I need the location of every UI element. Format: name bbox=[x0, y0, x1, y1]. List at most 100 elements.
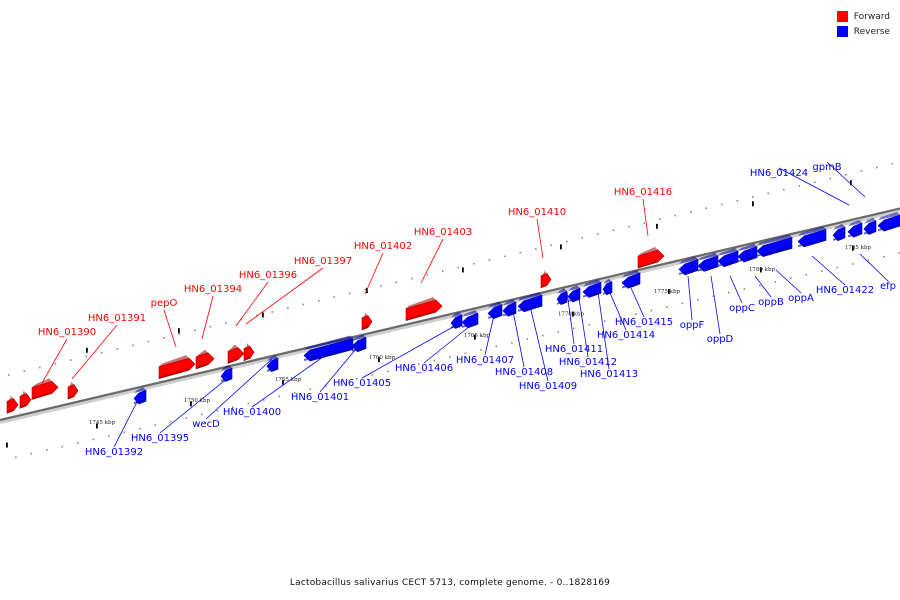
position-dot-lower bbox=[154, 424, 157, 426]
gene-features bbox=[6, 212, 900, 414]
position-dot-upper bbox=[271, 311, 274, 313]
backbone-line bbox=[0, 207, 900, 422]
position-dot-lower bbox=[883, 255, 885, 258]
position-dot-upper bbox=[209, 325, 212, 328]
reverse-leader-line bbox=[729, 275, 743, 304]
position-dot-lower bbox=[294, 392, 296, 394]
scale-dash-upper bbox=[656, 223, 658, 229]
forward-leader-line bbox=[642, 198, 649, 237]
legend-forward-label: Forward bbox=[853, 11, 890, 22]
reverse-gene-label: HN6_01407 bbox=[456, 355, 514, 366]
scale-dash-upper bbox=[850, 180, 852, 186]
position-dot-upper bbox=[411, 277, 413, 280]
position-dot-upper bbox=[101, 351, 103, 354]
forward-gene-label: HN6_01403 bbox=[414, 227, 472, 238]
position-dot-lower bbox=[123, 431, 126, 434]
reverse-gene bbox=[697, 252, 719, 272]
position-dot-upper bbox=[147, 340, 150, 343]
forward-gene-label: pepO bbox=[151, 298, 178, 309]
reverse-gene bbox=[602, 278, 613, 296]
forward-leader-line bbox=[420, 238, 444, 284]
reverse-gene-label: HN6_01400 bbox=[223, 407, 281, 418]
scale-dash-lower bbox=[190, 401, 192, 407]
scale-dash-upper bbox=[262, 312, 264, 318]
position-dot-lower bbox=[526, 338, 529, 340]
position-dot-lower bbox=[46, 449, 48, 451]
reverse-gene-label: HN6_01406 bbox=[395, 363, 453, 374]
position-dot-lower bbox=[61, 445, 64, 448]
position-dot-lower bbox=[433, 359, 436, 362]
forward-gene bbox=[6, 395, 19, 414]
axis-tick-label: 1780 kbp bbox=[749, 267, 776, 273]
reverse-leader-line bbox=[687, 275, 693, 321]
reverse-gene bbox=[756, 234, 793, 257]
strand-legend: Forward Reverse bbox=[836, 9, 890, 39]
position-dot-lower bbox=[480, 349, 482, 351]
reverse-gene-label: oppC bbox=[729, 303, 755, 314]
reverse-gene bbox=[266, 355, 279, 373]
axis-tick-label: 1755 kbp bbox=[275, 377, 302, 383]
reverse-gene bbox=[517, 292, 543, 313]
reverse-gene-label: efp bbox=[880, 281, 896, 292]
reverse-gene-label: gpmB bbox=[812, 162, 841, 173]
position-dot-lower bbox=[216, 409, 219, 412]
position-dot-lower bbox=[759, 284, 761, 287]
reverse-leader-line bbox=[778, 167, 850, 206]
position-dot-upper bbox=[380, 285, 382, 287]
reverse-leader-line bbox=[159, 376, 230, 434]
position-dot-upper bbox=[783, 188, 785, 191]
reverse-leader-line bbox=[423, 325, 471, 364]
position-dot-upper bbox=[705, 207, 708, 209]
position-dot-upper bbox=[674, 214, 677, 217]
position-dot-lower bbox=[418, 363, 420, 366]
position-dot-upper bbox=[426, 274, 429, 276]
position-dot-lower bbox=[511, 341, 513, 344]
reverse-gene bbox=[877, 212, 900, 232]
reverse-leader-line bbox=[205, 358, 273, 420]
axis-tick-label: 1770 kbp bbox=[558, 311, 585, 317]
position-dot-lower bbox=[650, 309, 653, 312]
forward-leader-line bbox=[201, 295, 214, 340]
scale-dash-lower bbox=[852, 245, 854, 251]
position-dot-lower bbox=[867, 259, 870, 262]
reverse-gene bbox=[133, 387, 147, 405]
forward-gene bbox=[31, 378, 59, 400]
position-dot-lower bbox=[170, 420, 172, 423]
position-dot-upper bbox=[395, 281, 398, 284]
reverse-leader-line bbox=[528, 301, 549, 382]
reverse-gene-label: HN6_01415 bbox=[615, 317, 673, 328]
reverse-leader-line bbox=[113, 397, 140, 448]
position-dot-upper bbox=[178, 333, 181, 335]
reverse-gene bbox=[717, 248, 739, 268]
label-leaders bbox=[41, 161, 889, 448]
scale-dash-lower bbox=[6, 442, 8, 448]
legend-reverse-label: Reverse bbox=[853, 26, 890, 37]
position-dot-upper bbox=[566, 240, 568, 243]
position-dot-upper bbox=[54, 362, 57, 365]
reverse-gene bbox=[621, 270, 641, 289]
position-dot-lower bbox=[356, 377, 358, 380]
scale-dash-lower bbox=[96, 423, 98, 429]
reverse-gene-label: HN6_01408 bbox=[495, 367, 553, 378]
forward-gene bbox=[540, 270, 552, 289]
forward-leader-line bbox=[364, 252, 384, 295]
reverse-gene-label: HN6_01411 bbox=[545, 344, 603, 355]
position-dot-lower bbox=[495, 345, 498, 348]
reverse-gene bbox=[220, 364, 233, 382]
reverse-leader-line bbox=[826, 161, 866, 198]
position-dot-lower bbox=[898, 252, 900, 255]
reverse-gene-label: oppF bbox=[680, 320, 705, 331]
position-dot-upper bbox=[643, 222, 646, 224]
forward-leader-line bbox=[163, 309, 177, 348]
axis-tick-label: 1745 kbp bbox=[89, 420, 116, 426]
position-dot-upper bbox=[457, 266, 460, 269]
position-dot-upper bbox=[504, 255, 506, 258]
reverse-gene-label: oppD bbox=[707, 334, 734, 345]
position-dot-lower bbox=[278, 395, 281, 398]
position-dot-upper bbox=[194, 329, 196, 332]
reverse-gene bbox=[567, 285, 581, 303]
reverse-gene-label: HN6_01395 bbox=[131, 433, 189, 444]
reverse-gene bbox=[863, 217, 877, 235]
position-dot-upper bbox=[442, 270, 444, 272]
